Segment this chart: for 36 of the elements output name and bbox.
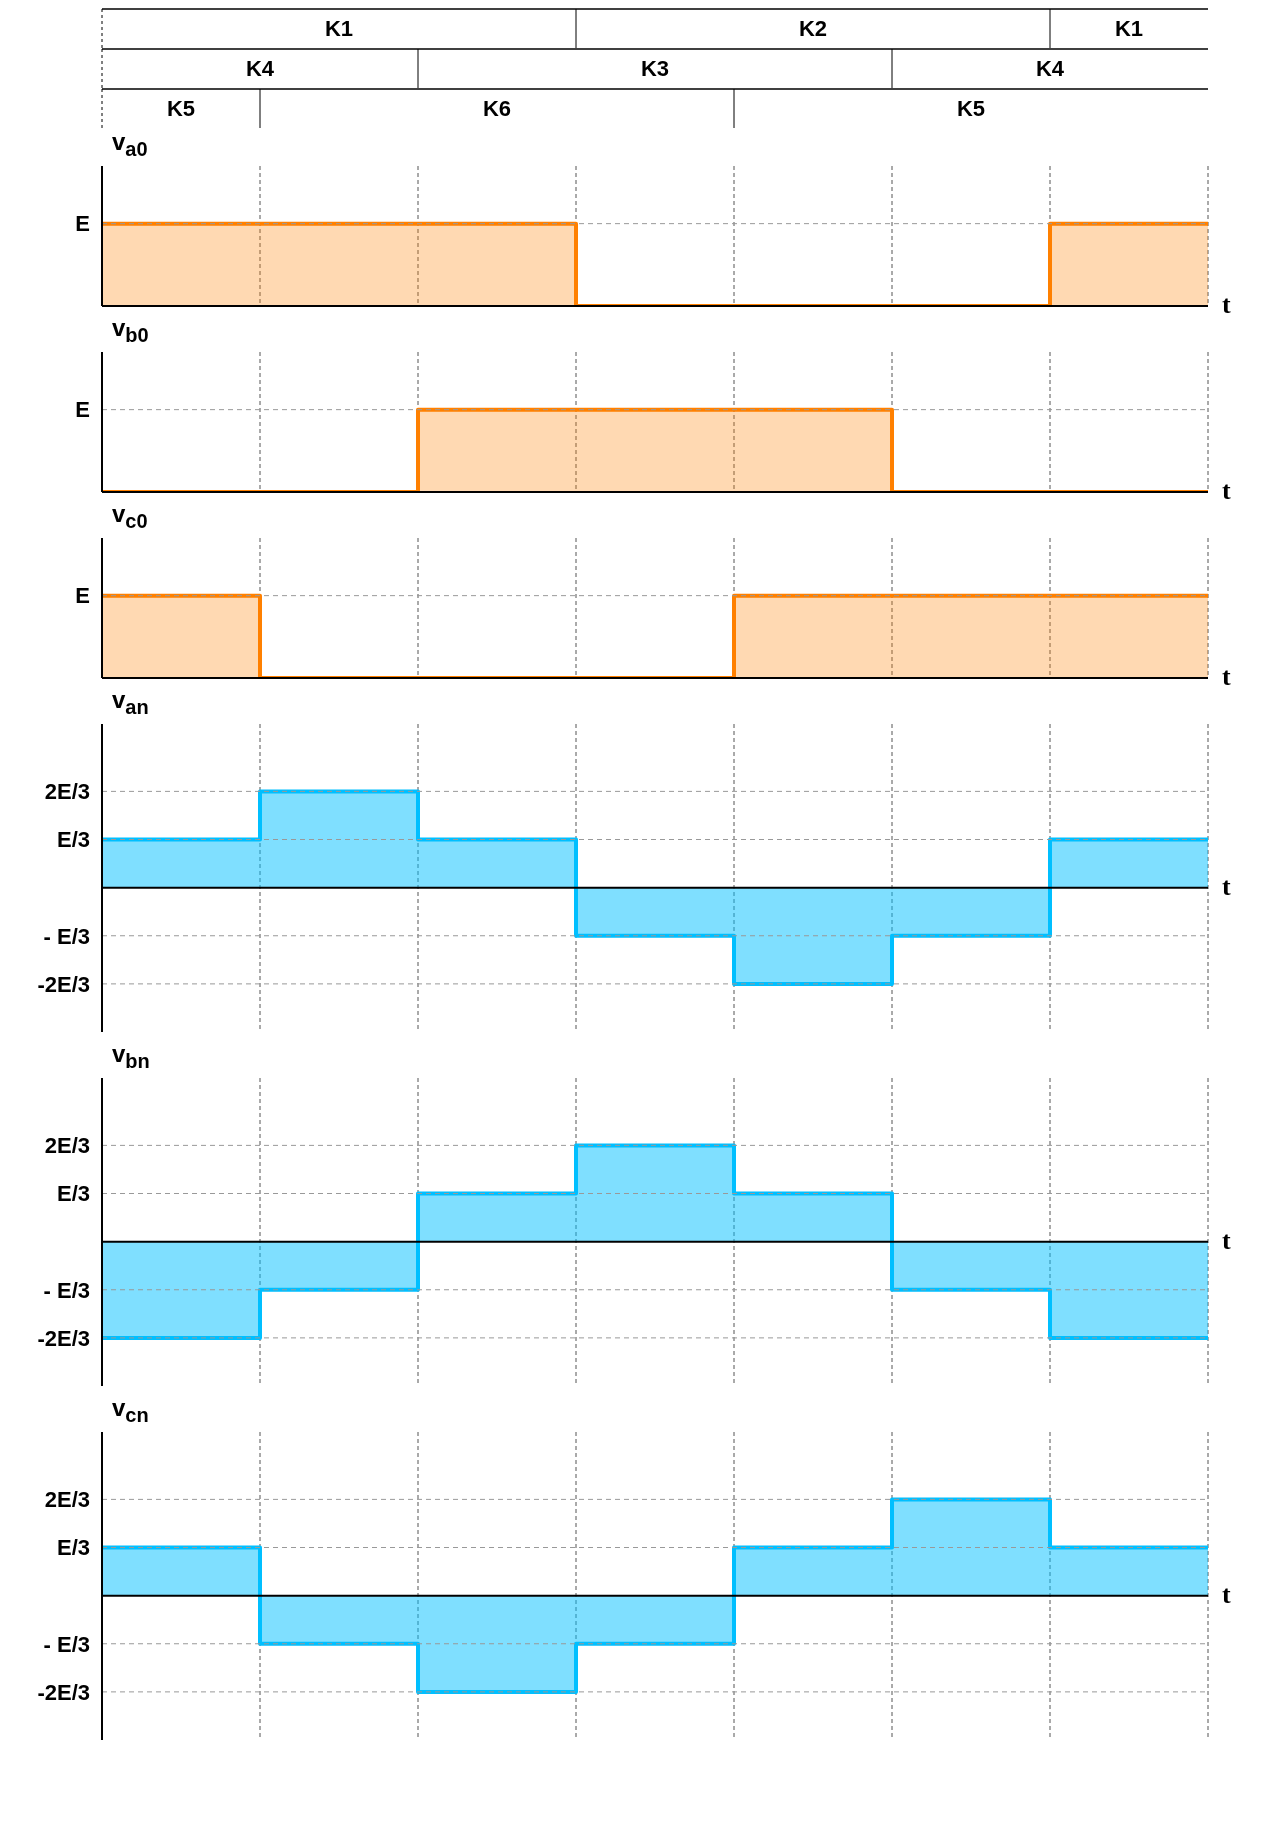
y-axis-title: v$_{c0}$ [112,500,148,533]
ref-line-label: E [75,211,90,237]
ref-line-label: E/3 [56,827,90,853]
ref-line-label: E/3 [56,1535,90,1561]
x-axis-title: t [1222,1579,1231,1610]
y-axis-title: v$_{cn}$ [112,1394,149,1427]
ref-line-label: - E/3 [43,1631,90,1657]
y-axis-title: v$_{bn}$ [112,1040,150,1073]
ref-line-label: -2E/3 [37,1679,90,1705]
ref-line-label: -2E/3 [37,971,90,997]
ref-line-label: 2E/3 [44,1487,90,1513]
y-axis-title: v$_{an}$ [112,686,149,719]
ref-line-label: - E/3 [43,923,90,949]
ref-line-label: 2E/3 [44,1133,90,1159]
ref-line-label: E [75,397,90,423]
text: K2 [798,16,828,41]
y-axis-title: v$_{b0}$ [112,314,149,347]
text: K1 [1114,16,1144,41]
ref-line-label: -2E/3 [37,1325,90,1351]
ref-line-label: E [75,583,90,609]
x-axis-title: t [1222,1225,1231,1256]
text: K6 [482,96,512,121]
x-axis-title: t [1222,290,1231,320]
ref-line-label: 2E/3 [44,779,90,805]
text: K5 [956,96,986,121]
y-axis-title: v$_{a0}$ [112,128,148,161]
text: K1 [324,16,354,41]
text: K3 [640,56,670,81]
ref-line-label: - E/3 [43,1277,90,1303]
text: K4 [245,56,275,81]
x-axis-title: t [1222,871,1231,902]
x-axis-title: t [1222,662,1231,692]
x-axis-title: t [1222,476,1231,506]
text: K5 [166,96,196,121]
text: K4 [1035,56,1065,81]
ref-line-label: E/3 [56,1181,90,1207]
